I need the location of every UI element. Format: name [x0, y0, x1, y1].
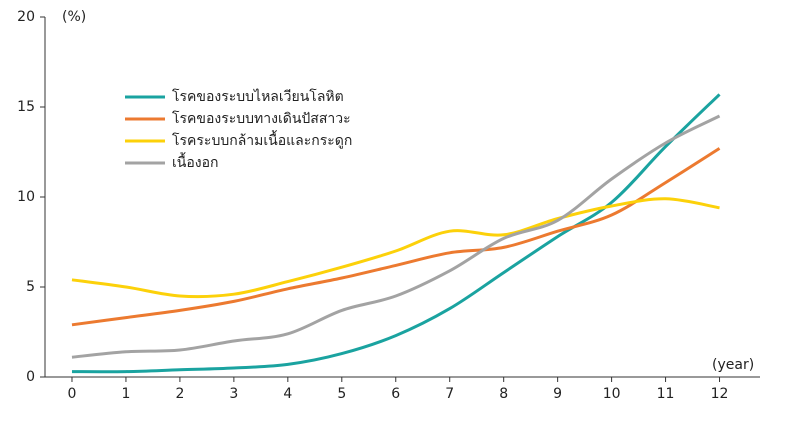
y-tick-label: 15 — [17, 99, 35, 115]
x-tick-label: 12 — [711, 386, 729, 402]
x-tick-label: 2 — [175, 386, 184, 402]
y-tick-label: 10 — [17, 189, 35, 205]
x-tick-label: 11 — [657, 386, 675, 402]
x-tick-label: 6 — [391, 386, 400, 402]
x-tick-label: 0 — [68, 386, 77, 402]
x-tick-label: 1 — [121, 386, 130, 402]
series-line — [71, 93, 721, 374]
legend-label: โรคของระบบทางเดินปัสสาวะ — [172, 110, 351, 127]
y-tick-label: 5 — [26, 279, 35, 295]
series-line — [71, 114, 721, 359]
legend-label: เนื้องอก — [172, 152, 218, 171]
y-tick-label: 0 — [26, 369, 35, 385]
x-tick-label: 9 — [553, 386, 562, 402]
x-tick-label: 8 — [499, 386, 508, 402]
series-line — [71, 197, 720, 299]
legend-label: โรคระบบกล้ามเนื้อและกระดูก — [172, 130, 352, 149]
series-line — [71, 147, 721, 327]
y-axis-label: (%) — [62, 9, 86, 25]
x-tick-label: 4 — [283, 386, 292, 402]
x-tick-label: 10 — [603, 386, 621, 402]
x-tick-label: 7 — [445, 386, 454, 402]
legend-label: โรคของระบบไหลเวียนโลหิต — [172, 88, 344, 105]
x-tick-label: 5 — [337, 386, 346, 402]
y-tick-label: 20 — [17, 9, 35, 25]
x-tick-label: 3 — [229, 386, 238, 402]
x-axis-label: (year) — [712, 357, 754, 373]
